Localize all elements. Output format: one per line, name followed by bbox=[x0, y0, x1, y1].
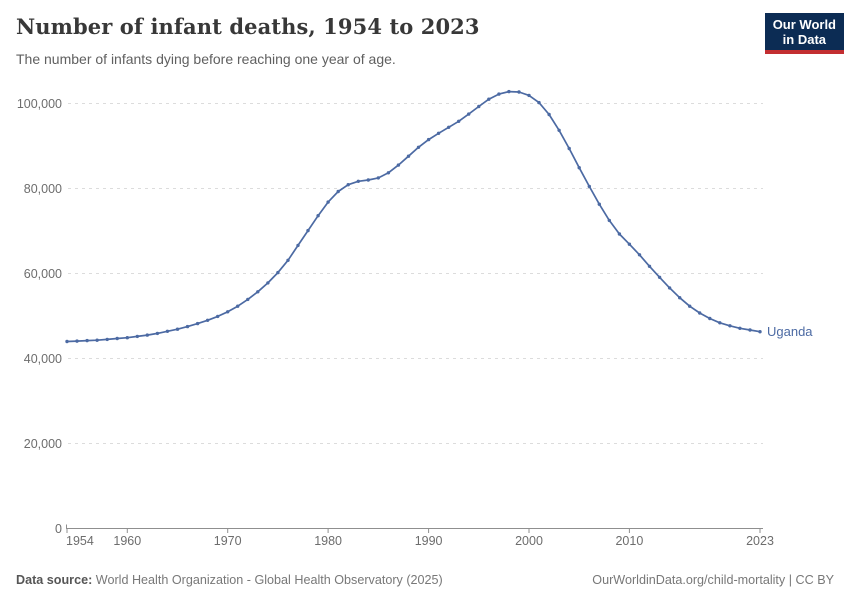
data-point[interactable] bbox=[577, 166, 581, 170]
data-point[interactable] bbox=[507, 89, 511, 94]
data-point[interactable] bbox=[376, 176, 380, 180]
data-point[interactable] bbox=[426, 137, 431, 142]
data-point[interactable] bbox=[467, 112, 471, 116]
data-point[interactable] bbox=[567, 146, 571, 151]
data-point[interactable] bbox=[487, 97, 491, 101]
data-point[interactable] bbox=[155, 331, 160, 336]
y-tick-label: 0 bbox=[55, 522, 62, 536]
x-tick-label: 1954 bbox=[66, 534, 94, 548]
data-point[interactable] bbox=[165, 329, 170, 333]
data-point[interactable] bbox=[115, 336, 119, 341]
data-point[interactable] bbox=[95, 338, 99, 342]
data-point[interactable] bbox=[266, 281, 270, 285]
data-point[interactable] bbox=[688, 304, 692, 308]
data-point[interactable] bbox=[85, 338, 89, 343]
data-point[interactable] bbox=[296, 243, 300, 248]
data-point[interactable] bbox=[306, 228, 310, 233]
data-point[interactable] bbox=[205, 318, 210, 322]
data-point[interactable] bbox=[738, 326, 742, 330]
data-point[interactable] bbox=[316, 214, 320, 218]
data-point[interactable] bbox=[627, 242, 632, 246]
data-source-note: Data source: World Health Organization -… bbox=[16, 573, 443, 587]
data-point[interactable] bbox=[195, 321, 200, 326]
logo-line1: Our World bbox=[772, 17, 836, 32]
data-point[interactable] bbox=[105, 337, 109, 342]
data-point[interactable] bbox=[226, 310, 230, 314]
data-point[interactable] bbox=[246, 297, 250, 302]
data-point[interactable] bbox=[326, 200, 330, 204]
owid-logo[interactable]: Our World in Data bbox=[764, 13, 844, 54]
logo-line2: in Data bbox=[782, 32, 827, 47]
data-point[interactable] bbox=[547, 112, 551, 117]
data-point[interactable] bbox=[65, 339, 69, 344]
data-point[interactable] bbox=[537, 100, 541, 105]
y-tick-label: 60,000 bbox=[24, 267, 62, 281]
data-point[interactable] bbox=[597, 202, 601, 206]
data-point[interactable] bbox=[256, 290, 260, 294]
data-point[interactable] bbox=[587, 184, 591, 189]
x-tick-label: 1980 bbox=[314, 534, 342, 548]
data-point[interactable] bbox=[75, 339, 79, 343]
y-tick-label: 40,000 bbox=[24, 352, 62, 366]
data-point[interactable] bbox=[416, 145, 421, 149]
page-title: Number of infant deaths, 1954 to 2023 bbox=[16, 14, 480, 39]
footer-link[interactable]: OurWorldinData.org/child-mortality | CC … bbox=[592, 573, 834, 587]
data-point[interactable] bbox=[517, 90, 521, 94]
x-tick-label: 2000 bbox=[515, 534, 543, 548]
data-point[interactable] bbox=[236, 304, 240, 308]
data-point[interactable] bbox=[758, 330, 762, 334]
x-tick-label: 1970 bbox=[214, 534, 242, 548]
data-point[interactable] bbox=[708, 316, 712, 321]
data-point[interactable] bbox=[637, 253, 642, 257]
x-tick-label: 2023 bbox=[746, 534, 774, 548]
data-point[interactable] bbox=[135, 334, 139, 339]
data-point[interactable] bbox=[457, 119, 461, 124]
data-point[interactable] bbox=[436, 131, 441, 135]
entity-label[interactable]: Uganda bbox=[767, 324, 813, 339]
y-tick-label: 100,000 bbox=[17, 97, 62, 111]
data-point[interactable] bbox=[657, 275, 662, 279]
data-point[interactable] bbox=[527, 93, 531, 98]
data-point[interactable] bbox=[497, 92, 501, 96]
data-point[interactable] bbox=[728, 324, 732, 328]
data-point[interactable] bbox=[346, 183, 350, 187]
data-point[interactable] bbox=[617, 232, 622, 236]
data-point[interactable] bbox=[145, 333, 149, 337]
data-point[interactable] bbox=[185, 324, 190, 329]
data-point[interactable] bbox=[447, 125, 451, 129]
data-point[interactable] bbox=[698, 311, 702, 315]
data-point[interactable] bbox=[386, 171, 391, 175]
x-tick-label: 1960 bbox=[113, 534, 141, 548]
data-point[interactable] bbox=[647, 264, 652, 268]
data-point[interactable] bbox=[718, 321, 722, 325]
data-source-text: World Health Organization - Global Healt… bbox=[92, 573, 443, 587]
data-point[interactable] bbox=[406, 154, 411, 158]
page-subtitle: The number of infants dying before reach… bbox=[16, 51, 396, 67]
data-point[interactable] bbox=[678, 296, 682, 300]
data-point[interactable] bbox=[396, 163, 401, 167]
x-tick-label: 1990 bbox=[415, 534, 443, 548]
uganda-line[interactable] bbox=[66, 90, 761, 343]
x-tick-label: 2010 bbox=[615, 534, 643, 548]
y-tick-label: 80,000 bbox=[24, 182, 62, 196]
data-source-label: Data source: bbox=[16, 573, 93, 587]
y-tick-label: 20,000 bbox=[24, 437, 62, 451]
data-point[interactable] bbox=[276, 270, 280, 275]
data-point[interactable] bbox=[607, 218, 611, 223]
data-point[interactable] bbox=[175, 327, 180, 331]
data-point[interactable] bbox=[477, 104, 481, 109]
data-point[interactable] bbox=[336, 189, 340, 194]
data-point[interactable] bbox=[125, 336, 129, 340]
data-point[interactable] bbox=[216, 314, 220, 319]
data-point[interactable] bbox=[748, 328, 752, 332]
data-point[interactable] bbox=[286, 258, 290, 262]
data-point[interactable] bbox=[356, 179, 360, 183]
data-point[interactable] bbox=[557, 128, 561, 132]
data-point[interactable] bbox=[366, 178, 370, 182]
data-point[interactable] bbox=[667, 286, 672, 290]
